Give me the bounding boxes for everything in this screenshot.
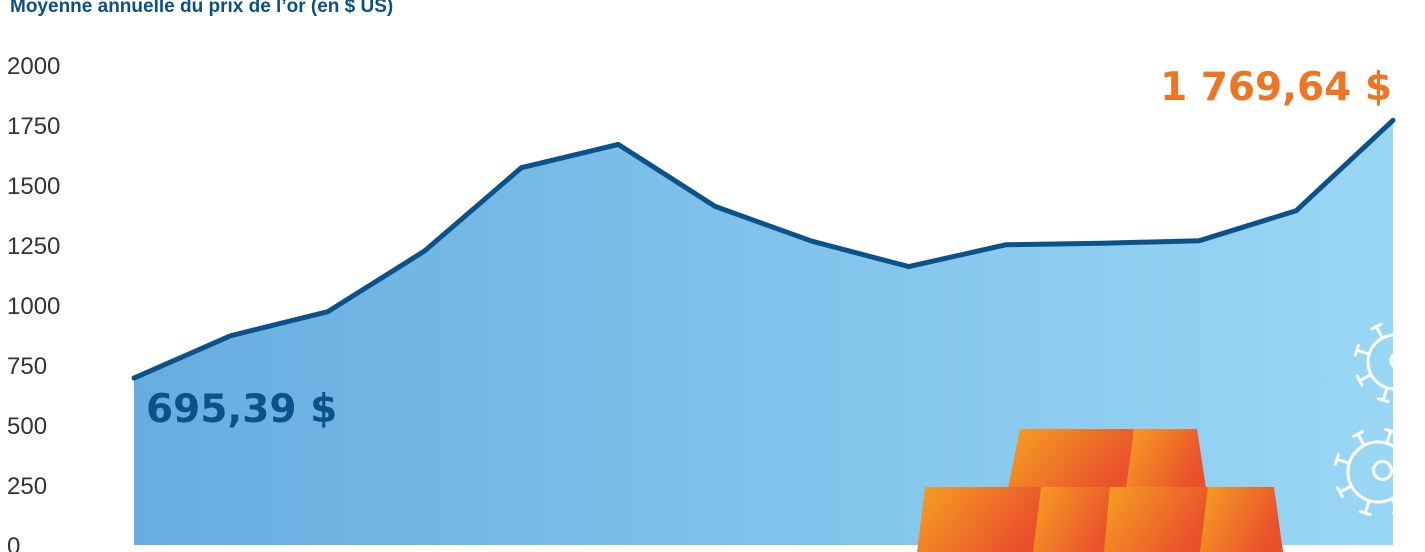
start-value-label: 695,39 $: [146, 387, 337, 432]
data-point: [809, 238, 815, 244]
data-point: [518, 165, 524, 171]
y-tick-label: 1000: [7, 293, 60, 320]
y-tick-label: 750: [7, 353, 47, 380]
data-point: [1293, 208, 1299, 214]
chart-title: Moyenne annuelle du prix de l’or (en $ U…: [10, 0, 394, 17]
y-tick-label: 250: [7, 473, 47, 500]
gold-bars-icon: [917, 429, 1283, 552]
virus-icon: [1333, 427, 1423, 517]
data-point: [325, 309, 331, 315]
y-tick-label: 500: [7, 413, 47, 440]
data-point: [1196, 238, 1202, 244]
end-value-label: 1 769,64 $: [1160, 65, 1392, 110]
data-point: [906, 264, 912, 270]
y-axis: 0 250 500 750 1000 1250 1500 1750 2000: [7, 53, 60, 552]
data-point: [422, 248, 428, 254]
data-point: [615, 141, 621, 147]
series-line: [131, 117, 1396, 381]
virus-icon: [1353, 320, 1425, 404]
y-tick-label: 1750: [7, 113, 60, 140]
data-point: [1099, 240, 1105, 246]
y-tick-label: 1500: [7, 173, 60, 200]
data-point: [228, 333, 234, 339]
data-point: [1390, 117, 1396, 123]
data-point: [712, 203, 718, 209]
y-tick-label: 1250: [7, 233, 60, 260]
data-point: [131, 375, 137, 381]
y-tick-label: 2000: [7, 53, 60, 80]
y-tick-label: 0: [7, 533, 20, 552]
data-point: [1003, 242, 1009, 248]
